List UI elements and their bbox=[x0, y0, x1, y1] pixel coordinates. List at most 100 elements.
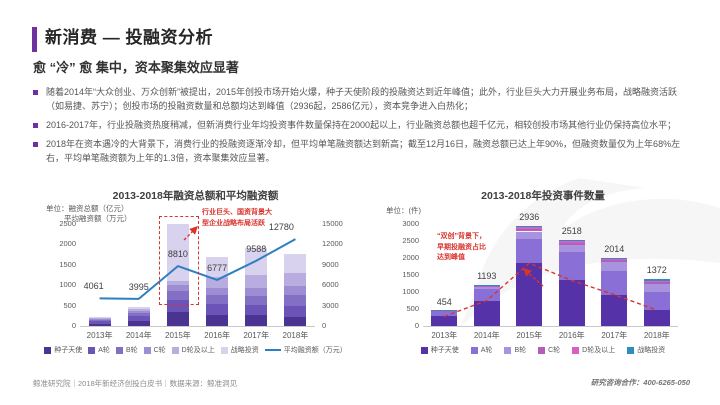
line-value-label: 6777 bbox=[207, 262, 228, 273]
bar-segment bbox=[431, 311, 458, 313]
chart-investment-events: 2013-2018年投资事件数量 单位：(件) 0 500 1000 1500 2000… bbox=[378, 188, 708, 366]
axis-unit-label: 单位：(件) bbox=[386, 206, 421, 215]
legend-label: B轮 bbox=[514, 347, 527, 354]
bar-segment bbox=[127, 310, 150, 313]
y-axis-tick: 1500 bbox=[402, 270, 419, 279]
chart-title: 2013-2018年融资总额和平均融资额 bbox=[112, 190, 279, 202]
legend-label: 战略投资 bbox=[637, 347, 666, 354]
bar-segment bbox=[245, 287, 268, 296]
y2-axis-tick: 6000 bbox=[322, 280, 339, 290]
bar-segment bbox=[516, 231, 543, 240]
bullet-item: 2016-2017年，行业投融资热度稍减，但新消费行业年均投资事件数量保持在20… bbox=[33, 119, 695, 133]
legend-item: B轮 bbox=[115, 345, 138, 355]
bar-segment bbox=[245, 315, 268, 326]
bar-segment bbox=[473, 288, 500, 301]
legend-swatch bbox=[88, 346, 96, 354]
bar-segment bbox=[284, 254, 307, 273]
y2-axis-tick: 0 bbox=[322, 321, 327, 330]
legend-item: 平均融资额（万元） bbox=[264, 345, 347, 355]
bullet-text: 随着2014年“大众创业、万众创新”被提出，2015年创投市场开始火爆，种子天使… bbox=[46, 87, 678, 111]
bar-segment bbox=[431, 310, 458, 312]
x-axis-label: 2018年 bbox=[643, 331, 670, 340]
y-axis-tick: 500 bbox=[63, 300, 76, 310]
legend-item: A轮 bbox=[470, 345, 493, 355]
bar-segment bbox=[601, 294, 628, 326]
bar-segment bbox=[431, 310, 458, 311]
line-value-label: 4061 bbox=[83, 281, 104, 292]
y-axis-tick: 1500 bbox=[59, 259, 76, 269]
legend-label: A轮 bbox=[98, 347, 110, 354]
bar-segment bbox=[166, 224, 189, 282]
legend-label: C轮 bbox=[548, 347, 561, 354]
bar-segment bbox=[88, 318, 111, 320]
line-value-label: 9588 bbox=[246, 243, 267, 254]
bar-segment bbox=[558, 251, 585, 281]
axis-unit-label: 平均融资额（万元） bbox=[64, 214, 132, 223]
bar-segment bbox=[516, 239, 543, 264]
y-axis-tick: 2500 bbox=[402, 236, 419, 245]
bar-segment bbox=[127, 316, 150, 321]
bar-segment bbox=[601, 271, 628, 295]
bar-segment bbox=[643, 291, 670, 311]
bar-total-label: 1372 bbox=[646, 265, 667, 276]
bar-segment bbox=[558, 280, 585, 326]
y2-axis-tick: 3000 bbox=[322, 300, 339, 310]
legend-label: 战略投资 bbox=[230, 347, 259, 354]
legend: 种子天使 A轮 B轮 C轮 D轮及以上 战略投资 平均融资额（万元） bbox=[22, 345, 369, 355]
legend-label: 种子天使 bbox=[430, 347, 459, 354]
legend-line-swatch bbox=[264, 349, 281, 351]
bullet-list: 随着2014年“大众创业、万众创新”被提出，2015年创投市场开始火爆，种子天使… bbox=[33, 86, 695, 171]
bar-segment bbox=[558, 242, 585, 245]
y-axis-tick: 1000 bbox=[59, 280, 76, 290]
axis-unit-label: 单位：融资总额（亿元） bbox=[46, 204, 129, 213]
x-axis-label: 2013年 bbox=[86, 331, 113, 340]
legend-label: A轮 bbox=[480, 347, 493, 354]
legend-swatch bbox=[504, 346, 512, 354]
chart-financing-amount: 2013-2018年融资总额和平均融资额 单位：融资总额（亿元） 平均融资额（万… bbox=[22, 188, 369, 366]
bar-segment bbox=[601, 257, 628, 259]
legend-item: D轮及以上 bbox=[171, 345, 215, 355]
bar-segment bbox=[206, 256, 229, 278]
legend-item: 战略投资 bbox=[220, 345, 259, 355]
bar-segment bbox=[88, 317, 111, 319]
y2-axis-tick: 12000 bbox=[322, 239, 343, 249]
legend-label: 平均融资额（万元） bbox=[283, 347, 347, 354]
legend-swatch bbox=[143, 346, 151, 354]
legend-item: A轮 bbox=[88, 345, 110, 355]
bar-segment bbox=[516, 227, 543, 229]
x-axis-label: 2014年 bbox=[125, 331, 152, 340]
bar-segment bbox=[88, 316, 111, 318]
bar-segment bbox=[601, 261, 628, 272]
x-axis-label: 2013年 bbox=[431, 331, 458, 340]
bar-segment bbox=[206, 277, 229, 289]
bar-segment bbox=[166, 311, 189, 326]
bar-segment bbox=[166, 291, 189, 301]
legend-swatch bbox=[115, 346, 123, 354]
highlight-box bbox=[158, 216, 199, 305]
bar-total-label: 454 bbox=[436, 296, 452, 307]
x-axis-label: 2018年 bbox=[282, 331, 309, 340]
legend: 种子天使 A轮 B轮 C轮 D轮及以上 战略投资 bbox=[378, 345, 708, 355]
bar-segment bbox=[643, 280, 670, 282]
bar-segment bbox=[431, 312, 458, 317]
bar-segment bbox=[516, 226, 543, 228]
legend-label: 种子天使 bbox=[54, 347, 83, 354]
bullet-item: 2018年在资本遇冷的大背景下，消费行业的投融资逐渐冷却，但平均单笔融资额达到新… bbox=[33, 138, 695, 166]
chart-annotation: 行业巨头、国资背景大 型企业战略布局活跃 bbox=[202, 209, 272, 227]
legend-item: D轮及以上 bbox=[572, 345, 615, 355]
chart-title: 2013-2018年投资事件数量 bbox=[481, 190, 605, 202]
x-axis-label: 2017年 bbox=[243, 331, 270, 340]
bar-segment bbox=[643, 310, 670, 326]
whale-watermark-icon bbox=[460, 178, 720, 328]
chart-annotation: “双创”背景下， 早期投融资占比 达到峰值 bbox=[437, 233, 486, 261]
bar-segment bbox=[206, 314, 229, 326]
bar-segment bbox=[473, 285, 500, 287]
bar-segment bbox=[643, 284, 670, 292]
bar-segment bbox=[431, 316, 458, 326]
bar-segment bbox=[558, 241, 585, 243]
bar-segment bbox=[558, 240, 585, 242]
bar-segment bbox=[601, 258, 628, 260]
bar-segment bbox=[473, 286, 500, 289]
x-axis-label: 2017年 bbox=[601, 331, 628, 340]
